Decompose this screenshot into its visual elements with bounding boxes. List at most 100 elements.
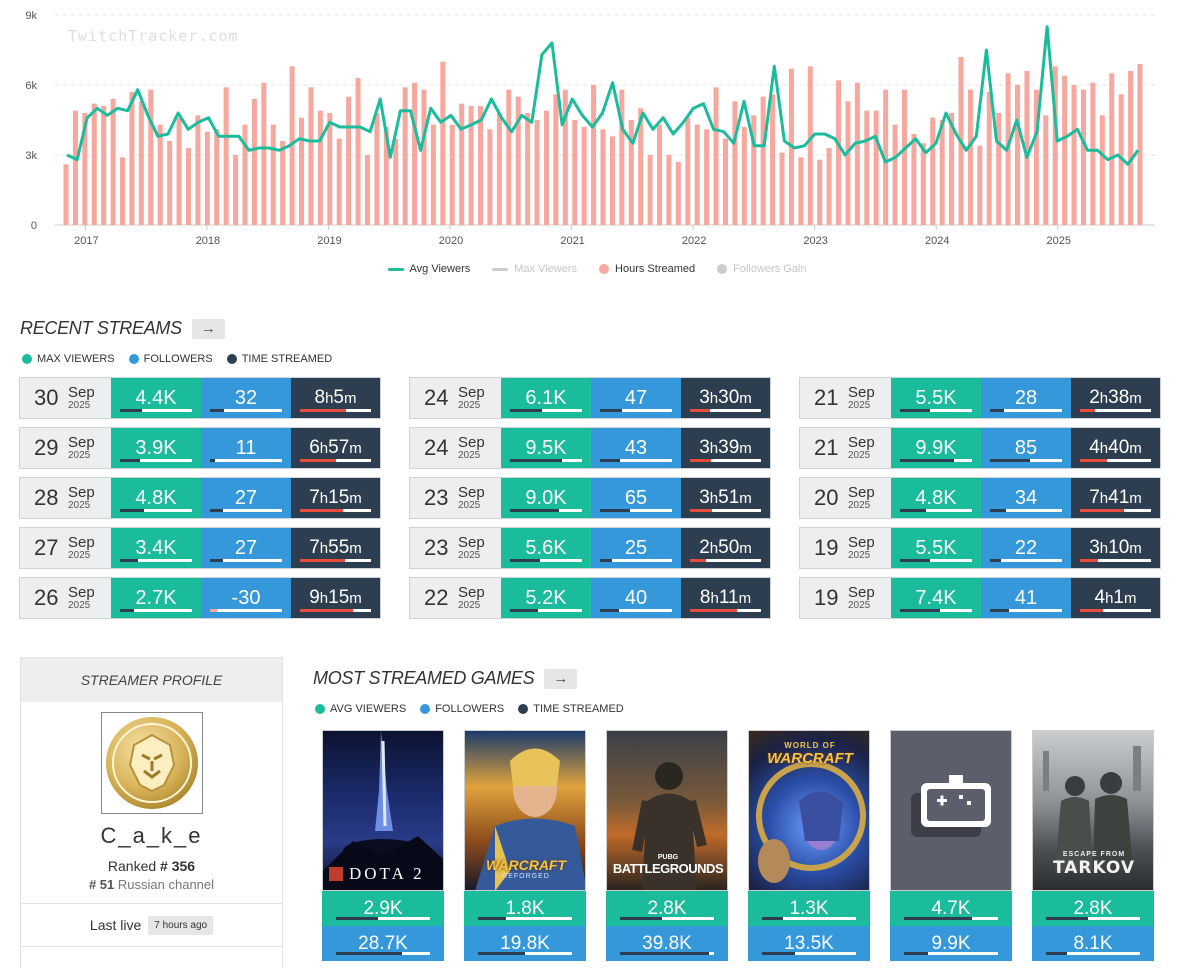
hours-streamed-bar[interactable] (845, 101, 851, 225)
hours-streamed-bar[interactable] (817, 159, 823, 225)
hours-streamed-bar[interactable] (327, 113, 333, 225)
game-cover-art[interactable]: WORLD OF WARCRAFT (748, 730, 870, 891)
game-card[interactable]: DOTA 2 2.9K 28.7K (322, 730, 444, 961)
hours-streamed-bar[interactable] (120, 157, 126, 225)
hours-streamed-bar[interactable] (873, 110, 879, 225)
legend-item-max-viewers[interactable]: Max Viewers (492, 263, 577, 275)
game-card[interactable]: WARCRAFT REFORGED 1.8K 19.8K (464, 730, 586, 961)
recent-streams-more-button[interactable]: → (191, 318, 225, 339)
hours-streamed-bar[interactable] (854, 82, 860, 226)
hours-streamed-bar[interactable] (402, 87, 408, 225)
hours-streamed-bar[interactable] (1052, 66, 1058, 225)
hours-streamed-bar[interactable] (996, 113, 1002, 225)
hours-streamed-bar[interactable] (261, 82, 267, 226)
hours-streamed-bar[interactable] (430, 124, 436, 225)
hours-streamed-bar[interactable] (233, 155, 239, 225)
hours-streamed-bar[interactable] (883, 89, 889, 226)
hours-streamed-bar[interactable] (562, 89, 568, 226)
hours-streamed-bar[interactable] (63, 164, 69, 225)
hours-streamed-bar[interactable] (911, 134, 917, 225)
hours-streamed-bar[interactable] (336, 138, 342, 225)
hours-streamed-bar[interactable] (1071, 85, 1077, 225)
hours-streamed-bar[interactable] (779, 152, 785, 225)
hours-streamed-bar[interactable] (647, 155, 653, 225)
hours-streamed-bar[interactable] (675, 162, 681, 225)
hours-streamed-bar[interactable] (289, 66, 295, 225)
hours-streamed-bar[interactable] (82, 113, 88, 225)
hours-streamed-bar[interactable] (204, 131, 210, 225)
hours-streamed-bar[interactable] (751, 115, 757, 225)
stream-row[interactable]: 26 Sep 2025 2.7K -30 9h15m (19, 577, 381, 619)
hours-streamed-bar[interactable] (920, 143, 926, 225)
hours-streamed-bar[interactable] (1099, 115, 1105, 225)
hours-streamed-bar[interactable] (251, 99, 257, 225)
hours-streamed-bar[interactable] (515, 96, 521, 226)
hours-streamed-bar[interactable] (967, 89, 973, 226)
hours-streamed-bar[interactable] (657, 124, 663, 225)
hours-streamed-bar[interactable] (1090, 82, 1096, 226)
hours-streamed-bar[interactable] (449, 124, 455, 225)
stream-row[interactable]: 19 Sep 2025 5.5K 22 3h10m (799, 527, 1161, 569)
hours-streamed-bar[interactable] (214, 129, 220, 225)
hours-streamed-bar[interactable] (270, 124, 276, 225)
avg-viewers-line[interactable] (66, 25, 1140, 166)
hours-streamed-bar[interactable] (308, 87, 314, 225)
hours-streamed-bar[interactable] (864, 110, 870, 225)
hours-streamed-bar[interactable] (496, 113, 502, 225)
game-cover-art[interactable]: DOTA 2 (322, 730, 444, 891)
hours-streamed-bar[interactable] (72, 110, 78, 225)
hours-streamed-bar[interactable] (732, 101, 738, 225)
hours-streamed-bar[interactable] (1137, 64, 1143, 225)
hours-streamed-bar[interactable] (223, 87, 229, 225)
hours-streamed-bar[interactable] (167, 141, 173, 225)
stream-row[interactable]: 22 Sep 2025 5.2K 40 8h11m (409, 577, 771, 619)
hours-streamed-bar[interactable] (704, 129, 710, 225)
hours-streamed-bar[interactable] (591, 85, 597, 225)
hours-streamed-bar[interactable] (299, 117, 305, 225)
hours-streamed-bar[interactable] (176, 117, 182, 225)
game-cover-art[interactable] (890, 730, 1012, 891)
hours-streamed-bar[interactable] (383, 127, 389, 225)
hours-streamed-bar[interactable] (1109, 73, 1115, 225)
rank-value[interactable]: # 356 (160, 858, 196, 874)
hours-streamed-bar[interactable] (628, 120, 634, 225)
hours-streamed-bar[interactable] (666, 155, 672, 225)
hours-streamed-bar[interactable] (468, 106, 474, 225)
hours-streamed-bar[interactable] (459, 103, 465, 225)
hours-streamed-bar[interactable] (901, 89, 907, 226)
legend-item-avg-viewers[interactable]: Avg Viewers (387, 263, 470, 275)
hours-streamed-bar[interactable] (807, 66, 813, 225)
hours-streamed-bar[interactable] (572, 120, 578, 225)
hours-streamed-bar[interactable] (148, 89, 154, 226)
hours-streamed-bar[interactable] (506, 89, 512, 226)
game-cover-art[interactable]: WARCRAFT REFORGED (464, 730, 586, 891)
hours-streamed-bar[interactable] (1043, 115, 1049, 225)
hours-streamed-bar[interactable] (242, 124, 248, 225)
hours-streamed-bar[interactable] (195, 115, 201, 225)
hours-streamed-bar[interactable] (1080, 89, 1086, 226)
hours-streamed-bar[interactable] (939, 120, 945, 225)
hours-streamed-bar[interactable] (713, 87, 719, 225)
hours-streamed-bar[interactable] (1033, 89, 1039, 226)
stream-row[interactable]: 24 Sep 2025 9.5K 43 3h39m (409, 427, 771, 469)
stream-row[interactable]: 24 Sep 2025 6.1K 47 3h30m (409, 377, 771, 419)
stream-row[interactable]: 23 Sep 2025 5.6K 25 2h50m (409, 527, 771, 569)
hours-streamed-bar[interactable] (525, 113, 531, 225)
game-card[interactable]: 4.7K 9.9K (890, 730, 1012, 961)
language-rank-value[interactable]: # 51 (88, 877, 115, 892)
hours-streamed-bar[interactable] (760, 96, 766, 226)
hours-streamed-bar[interactable] (685, 117, 691, 225)
hours-streamed-bar[interactable] (930, 117, 936, 225)
hours-streamed-bar[interactable] (534, 120, 540, 225)
hours-streamed-bar[interactable] (581, 127, 587, 225)
hours-streamed-bar[interactable] (543, 110, 549, 225)
hours-streamed-bar[interactable] (346, 96, 352, 226)
stream-row[interactable]: 29 Sep 2025 3.9K 11 6h57m (19, 427, 381, 469)
hours-streamed-bar[interactable] (421, 89, 427, 226)
hours-streamed-bar[interactable] (101, 106, 107, 225)
stream-row[interactable]: 23 Sep 2025 9.0K 65 3h51m (409, 477, 771, 519)
hours-streamed-bar[interactable] (478, 106, 484, 225)
stream-row[interactable]: 28 Sep 2025 4.8K 27 7h15m (19, 477, 381, 519)
legend-item-hours-streamed[interactable]: Hours Streamed (599, 263, 695, 275)
hours-streamed-bar[interactable] (487, 129, 493, 225)
